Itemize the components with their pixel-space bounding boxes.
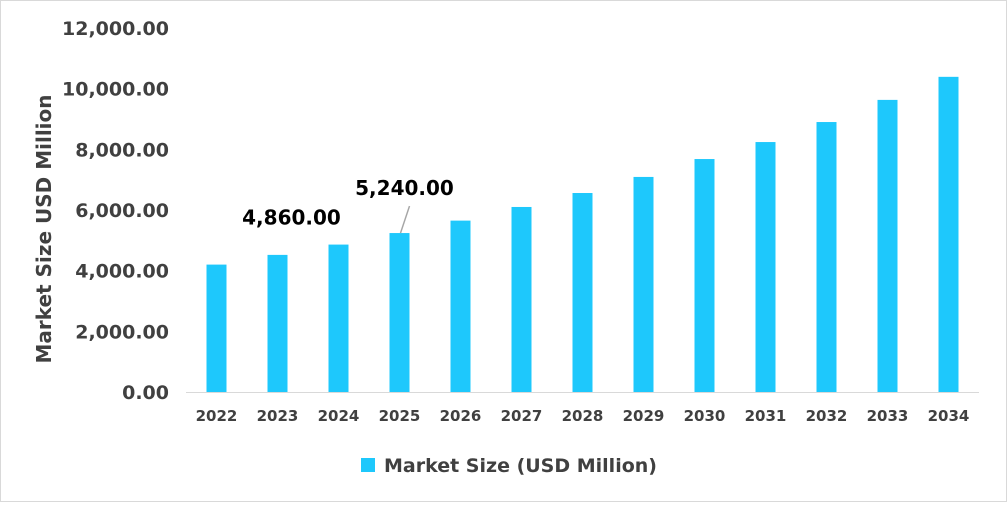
bar-2030 xyxy=(694,159,715,392)
legend: Market Size (USD Million) xyxy=(361,455,657,477)
data-label: 5,240.00 xyxy=(355,176,454,200)
bar-2028 xyxy=(572,193,593,392)
x-tick-label: 2033 xyxy=(867,407,909,425)
x-tick-label: 2023 xyxy=(257,407,299,425)
bar-2024 xyxy=(328,244,349,392)
bar-2023 xyxy=(267,254,288,392)
data-label: 4,860.00 xyxy=(242,206,341,230)
x-tick-label: 2032 xyxy=(806,407,848,425)
x-tick-label: 2025 xyxy=(379,407,421,425)
legend-label: Market Size (USD Million) xyxy=(384,455,657,477)
bar-2027 xyxy=(511,206,532,392)
legend-swatch xyxy=(361,458,375,472)
bar-2025 xyxy=(389,233,410,392)
x-tick-label: 2028 xyxy=(562,407,604,425)
bar-2031 xyxy=(755,142,776,392)
bar-2022 xyxy=(206,264,227,392)
x-tick-label: 2031 xyxy=(745,407,787,425)
x-tick-label: 2030 xyxy=(684,407,726,425)
y-tick-label: 12,000.00 xyxy=(62,18,169,40)
bar-2034 xyxy=(938,76,959,392)
bar-2033 xyxy=(877,99,898,392)
x-tick-label: 2027 xyxy=(501,407,543,425)
y-tick-label: 6,000.00 xyxy=(75,200,169,222)
bar-2029 xyxy=(633,176,654,392)
y-tick-label: 0.00 xyxy=(122,382,169,404)
x-tick-label: 2024 xyxy=(318,407,360,425)
bar-2026 xyxy=(450,220,471,392)
leader-line xyxy=(399,205,411,234)
y-tick-label: 4,000.00 xyxy=(75,261,169,283)
x-tick-label: 2029 xyxy=(623,407,665,425)
y-axis-title: Market Size USD Million xyxy=(32,94,56,363)
bar-2032 xyxy=(816,122,837,393)
y-tick-label: 10,000.00 xyxy=(62,79,169,101)
y-tick-label: 8,000.00 xyxy=(75,139,169,161)
x-tick-label: 2026 xyxy=(440,407,482,425)
y-tick-label: 2,000.00 xyxy=(75,321,169,343)
x-tick-label: 2034 xyxy=(928,407,970,425)
x-tick-label: 2022 xyxy=(196,407,238,425)
